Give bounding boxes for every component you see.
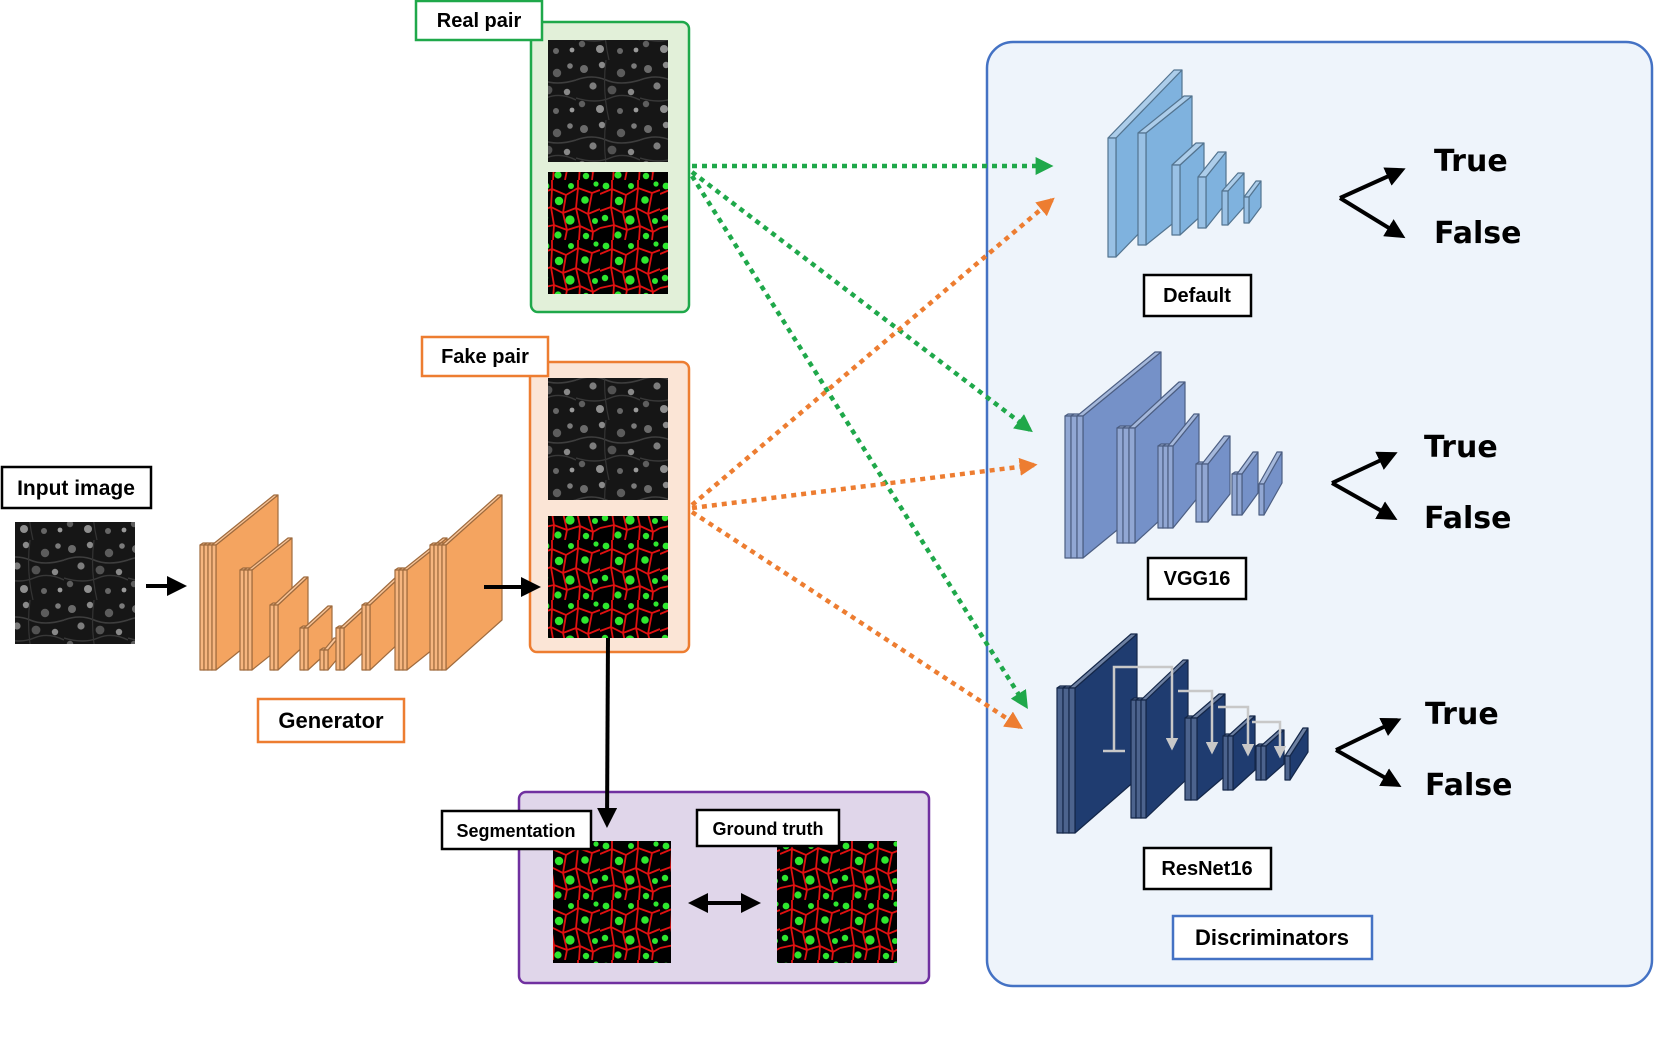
svg-text:Default: Default	[1163, 285, 1231, 307]
generator-layer-icon	[211, 544, 217, 671]
resnet16-true-label: True	[1425, 697, 1499, 732]
default-false-label: False	[1434, 216, 1521, 251]
input-image-label: Input image	[0, 465, 153, 510]
default-output-branch-icon	[1338, 167, 1406, 239]
vgg16-layer-icon	[1162, 445, 1169, 529]
generator-layer-icon	[441, 544, 447, 671]
segmentation-label: Segmentation	[440, 809, 593, 851]
resnet16-false-label: False	[1425, 768, 1512, 803]
generator-network-icon	[199, 494, 503, 671]
svg-text:Input image: Input image	[17, 477, 135, 500]
vgg16-layer-icon	[1236, 473, 1243, 516]
resnet16-layer-icon	[1062, 687, 1070, 834]
real-pair-panel	[529, 20, 691, 314]
resnet16-layer-icon	[1227, 735, 1234, 791]
vgg16-layer-icon	[1157, 445, 1164, 529]
fake-pair-panel	[528, 360, 691, 654]
input-image	[15, 522, 135, 644]
generator-layer-icon	[365, 604, 371, 671]
svg-text:Segmentation: Segmentation	[456, 821, 575, 841]
svg-text:VGG16: VGG16	[1164, 568, 1231, 590]
generator-layer-icon	[445, 494, 503, 671]
resnet16-layer-icon	[1056, 687, 1064, 834]
real-grayscale-image	[548, 40, 668, 162]
generator-layer-icon	[273, 604, 279, 671]
generator-layer-icon	[339, 627, 345, 671]
default-layer-icon	[1197, 176, 1207, 229]
vgg16-true-label: True	[1424, 430, 1498, 465]
default-true-label: True	[1434, 144, 1508, 179]
default-network-icon	[1107, 69, 1262, 258]
vgg16-network-icon	[1064, 351, 1283, 559]
real-pair-label: Real pair	[414, 0, 544, 42]
svg-text:Real pair: Real pair	[437, 10, 522, 32]
segmentation-result-image	[553, 841, 671, 963]
fake-pair-arrows	[690, 197, 1055, 729]
vgg16-layer-icon	[1122, 427, 1130, 544]
vgg16-layer-icon	[1076, 415, 1084, 559]
default-layer-icon	[1107, 137, 1117, 258]
svg-text:Ground truth: Ground truth	[713, 819, 824, 839]
svg-text:Generator: Generator	[278, 708, 384, 733]
resnet16-output-branch-icon	[1335, 717, 1402, 787]
fake-segmentation-image	[548, 516, 668, 638]
resnet16-layer-icon	[1260, 745, 1267, 781]
generator-layer-icon	[323, 649, 329, 671]
resnet16-layer-icon	[1135, 699, 1142, 819]
ground-truth-label: Ground truth	[695, 808, 841, 848]
generator-label: Generator	[256, 697, 406, 744]
fake-pair-label: Fake pair	[420, 335, 550, 378]
resnet16-layer-icon	[1255, 745, 1262, 781]
default-label: Default	[1142, 273, 1253, 318]
resnet16-layer-icon	[1284, 755, 1291, 781]
discriminators-label: Discriminators	[1171, 914, 1374, 961]
svg-text:Discriminators: Discriminators	[1195, 925, 1349, 950]
vgg16-false-label: False	[1424, 501, 1511, 536]
vgg16-layer-icon	[1201, 463, 1209, 523]
vgg16-layer-icon	[1231, 473, 1238, 516]
resnet-skip-connections-icon	[1103, 665, 1287, 756]
vgg16-layer-icon	[1070, 415, 1078, 559]
default-layer-icon	[1171, 164, 1181, 236]
vgg16-layer-icon	[1167, 445, 1174, 529]
vgg16-layer-icon	[1064, 415, 1072, 559]
generator-layer-icon	[247, 569, 253, 671]
ground-truth-image	[777, 841, 897, 963]
resnet16-layer-icon	[1068, 687, 1076, 834]
vgg16-layer-icon	[1195, 463, 1203, 523]
resnet16-label: ResNet16	[1142, 846, 1273, 891]
real-pair-arrows	[690, 157, 1054, 710]
vgg16-label: VGG16	[1146, 556, 1248, 601]
generator-layer-icon	[303, 627, 309, 671]
default-layer-icon	[1243, 196, 1250, 224]
fake-grayscale-image	[548, 378, 668, 500]
generator-layer-icon	[402, 569, 408, 671]
vgg16-layer-icon	[1128, 427, 1136, 544]
resnet16-layer-icon	[1130, 699, 1137, 819]
vgg16-layer-icon	[1116, 427, 1124, 544]
fake-to-segmentation-arrow	[597, 637, 618, 828]
default-layer-icon	[1221, 190, 1229, 226]
resnet16-layer-icon	[1190, 717, 1198, 801]
default-layer-icon	[1137, 132, 1147, 246]
resnet16-layer-icon	[1140, 699, 1147, 819]
resnet16-layer-icon	[1222, 735, 1229, 791]
svg-text:ResNet16: ResNet16	[1161, 858, 1252, 880]
real-segmentation-image	[548, 172, 668, 294]
vgg16-output-branch-icon	[1331, 451, 1398, 520]
vgg16-layer-icon	[1258, 483, 1265, 516]
svg-text:Fake pair: Fake pair	[441, 346, 529, 368]
resnet16-layer-icon	[1184, 717, 1192, 801]
